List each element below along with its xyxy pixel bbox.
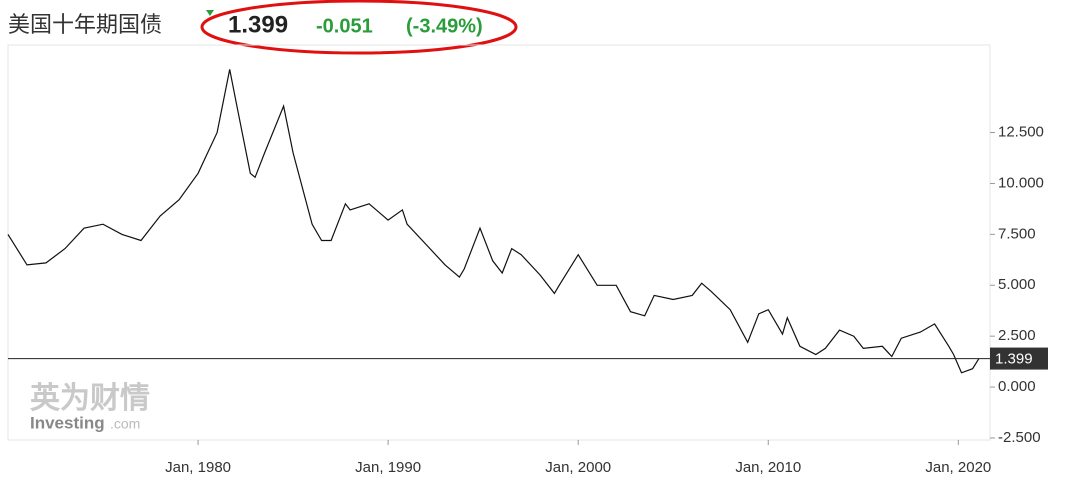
change: -0.051 — [316, 15, 373, 37]
title: 美国十年期国债 — [8, 12, 162, 37]
x-tick-label: Jan, 2000 — [545, 459, 611, 476]
y-tick-label: 5.000 — [998, 276, 1036, 293]
x-tick-label: Jan, 1980 — [165, 459, 231, 476]
y-tick-label: 2.500 — [998, 327, 1036, 344]
y-tick-label: 10.000 — [998, 174, 1044, 191]
x-tick-label: Jan, 2010 — [735, 459, 801, 476]
x-tick-label: Jan, 1990 — [355, 459, 421, 476]
highlight-ellipse — [200, 0, 518, 55]
y-tick-label: 12.500 — [998, 124, 1044, 141]
watermark-brand: Investing — [30, 413, 105, 432]
y-tick-label: 0.000 — [998, 378, 1036, 395]
arrow-icon — [206, 10, 214, 16]
last-price-label: 1.399 — [995, 351, 1033, 368]
plot-frame — [7, 44, 991, 441]
watermark-domain: .com — [110, 416, 140, 432]
last-price: 1.399 — [228, 11, 288, 38]
y-tick-label: -2.500 — [998, 429, 1041, 446]
y-tick-label: 7.500 — [998, 225, 1036, 242]
x-tick-label: Jan, 2020 — [925, 459, 991, 476]
last-price-box — [990, 347, 1048, 370]
price-line — [7, 69, 980, 374]
watermark-cn: 英为财情 — [30, 382, 150, 415]
change-percent: (-3.49%) — [406, 15, 483, 37]
